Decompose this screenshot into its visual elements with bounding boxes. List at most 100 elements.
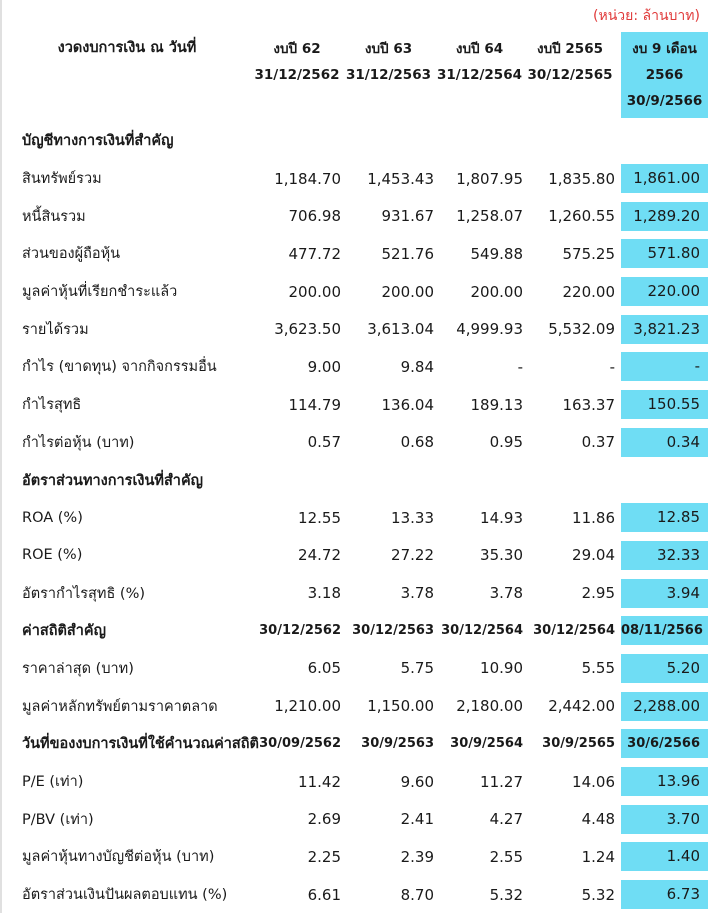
header-highlight-box: งบ 9 เดือน 2566 30/9/2566 xyxy=(621,32,708,118)
value-cell: 0.68 xyxy=(400,433,434,452)
highlight-value: 13.96 xyxy=(621,767,708,797)
value-cell: 4.27 xyxy=(489,810,523,829)
value-cell: 200.00 xyxy=(381,282,435,301)
value-cell: 30/09/2562 xyxy=(259,736,341,752)
value-cell: 4,999.93 xyxy=(456,320,523,339)
value-cell: 3.18 xyxy=(307,584,341,603)
header-col: งบปี 64 31/12/2564 xyxy=(435,26,524,122)
financial-table-body: บัญชีทางการเงินที่สำคัญ สินทรัพย์รวม 1,184… xyxy=(2,122,708,913)
table-row: อัตราส่วนเงินปันผลตอบแทน (%) 6.61 8.70 5.32… xyxy=(2,876,708,913)
value-cell: 0.95 xyxy=(489,433,523,452)
value-cell: 11.42 xyxy=(298,772,341,791)
table-row: ราคาล่าสุด (บาท) 6.05 5.75 10.90 5.55 5.20 xyxy=(2,650,708,688)
value-cell: 14.93 xyxy=(480,508,523,527)
value-cell: 200.00 xyxy=(288,282,342,301)
value-cell: 27.22 xyxy=(391,546,434,565)
value-cell: 5.75 xyxy=(400,659,434,678)
table-row: กำไร (ขาดทุน) จากกิจกรรมอื่น 9.00 9.84- - - xyxy=(2,348,708,386)
row-label: ค่าสถิติสำคัญ xyxy=(22,623,106,640)
header-line: 30/12/2565 xyxy=(527,67,613,83)
table-row: มูลค่าหุ้นทางบัญชีต่อหุ้น (บาท) 2.25 2.39 2… xyxy=(2,838,708,876)
value-cell: - xyxy=(517,357,523,376)
highlight-value: 220.00 xyxy=(621,277,708,307)
highlight-value: 30/6/2566 xyxy=(621,729,708,759)
row-label: มูลค่าหลักทรัพย์ตามราคาตลาด xyxy=(22,698,218,715)
highlight-value-cell: 0.34 xyxy=(616,424,708,462)
highlight-value-cell: 3.94 xyxy=(616,574,708,612)
value-cell: 30/9/2565 xyxy=(542,736,615,752)
value-cell: 2,180.00 xyxy=(456,697,523,716)
value-cell: 575.25 xyxy=(562,244,616,263)
header-line: งบปี 62 xyxy=(273,41,321,57)
highlight-value-cell: 571.80 xyxy=(616,235,708,273)
highlight-value: 0.34 xyxy=(621,427,708,457)
header-line: 30/9/2566 xyxy=(626,93,703,109)
value-cell: 2.69 xyxy=(307,810,341,829)
value-cell: 1,807.95 xyxy=(456,169,523,188)
row-label: อัตราส่วนเงินปันผลตอบแทน (%) xyxy=(22,887,228,904)
highlight-value: 3.94 xyxy=(621,578,708,608)
value-cell: 10.90 xyxy=(480,659,523,678)
row-label: มูลค่าหุ้นทางบัญชีต่อหุ้น (บาท) xyxy=(22,849,215,866)
value-cell: 3,613.04 xyxy=(367,320,434,339)
highlight-value: 5.20 xyxy=(621,653,708,683)
value-cell: 2.95 xyxy=(581,584,615,603)
highlight-value: - xyxy=(621,352,708,382)
highlight-value: 08/11/2566 xyxy=(621,616,708,646)
value-cell: 477.72 xyxy=(288,244,342,263)
table-row: P/E (เท่า) 11.42 9.60 11.27 14.06 13.96 xyxy=(2,763,708,801)
value-cell: 9.00 xyxy=(307,357,341,376)
value-cell: 11.86 xyxy=(572,508,615,527)
highlight-value: 571.80 xyxy=(621,239,708,269)
row-label: ราคาล่าสุด (บาท) xyxy=(22,660,134,677)
highlight-value-cell: 220.00 xyxy=(616,273,708,311)
section-row: บัญชีทางการเงินที่สำคัญ xyxy=(2,122,708,160)
unit-label: (หน่วย: ล้านบาท) xyxy=(593,8,700,24)
table-row: อัตรากำไรสุทธิ (%) 3.18 3.78 3.78 2.95 3.94 xyxy=(2,574,708,612)
value-cell: 3.78 xyxy=(400,584,434,603)
section-row: อัตราส่วนทางการเงินที่สำคัญ xyxy=(2,461,708,499)
value-cell: 9.84 xyxy=(400,357,434,376)
table-row: หนี้สินรวม 706.98 931.67 1,258.07 1,260.55 1,… xyxy=(2,197,708,235)
highlight-value-cell: 2,288.00 xyxy=(616,687,708,725)
highlight-value: 6.73 xyxy=(621,880,708,910)
row-label: กำไรต่อหุ้น (บาท) xyxy=(22,434,135,451)
value-cell: 189.13 xyxy=(470,395,524,414)
row-label: กำไร (ขาดทุน) จากกิจกรรมอื่น xyxy=(22,359,217,376)
highlight-value-cell: - xyxy=(616,348,708,386)
highlight-value-cell: 5.20 xyxy=(616,650,708,688)
value-cell: 30/12/2562 xyxy=(259,623,341,639)
section-title: อัตราส่วนทางการเงินที่สำคัญ xyxy=(22,472,204,489)
value-cell: 706.98 xyxy=(288,207,342,226)
value-cell: 30/12/2564 xyxy=(441,623,523,639)
value-cell: 549.88 xyxy=(470,244,524,263)
header-line: 2566 xyxy=(645,67,684,83)
value-cell: 14.06 xyxy=(572,772,615,791)
row-label: รายได้รวม xyxy=(22,321,89,338)
value-cell: 5,532.09 xyxy=(548,320,615,339)
header-line: งบปี 64 xyxy=(455,41,504,57)
highlight-value-cell: 3,821.23 xyxy=(616,310,708,348)
value-cell: 5.32 xyxy=(489,885,523,904)
highlight-value: 1.40 xyxy=(621,842,708,872)
value-cell: 136.04 xyxy=(381,395,435,414)
table-row: วันที่ของงบการเงินที่ใช้คำนวณค่าสถิติ 30/… xyxy=(2,725,708,763)
value-cell: 1.24 xyxy=(581,847,615,866)
value-cell: 163.37 xyxy=(562,395,616,414)
row-label: กำไรสุทธิ xyxy=(22,397,82,414)
value-cell: 0.57 xyxy=(307,433,341,452)
value-cell: 5.55 xyxy=(581,659,615,678)
value-cell: 24.72 xyxy=(298,546,341,565)
row-label: วันที่ของงบการเงินที่ใช้คำนวณค่าสถิติ xyxy=(22,736,259,753)
value-cell: 200.00 xyxy=(470,282,524,301)
highlight-value: 2,288.00 xyxy=(621,691,708,721)
value-cell: 2.41 xyxy=(400,810,434,829)
table-row: รายได้รวม 3,623.50 3,613.04 4,999.93 5,532.0… xyxy=(2,310,708,348)
header-line: 31/12/2563 xyxy=(345,67,431,83)
value-cell: 0.37 xyxy=(581,433,615,452)
header-line: 31/12/2564 xyxy=(436,67,522,83)
header-period-label: งวดงบการเงิน ณ วันที่ xyxy=(57,40,197,56)
header-col: งบปี 63 31/12/2563 xyxy=(342,26,435,122)
header-col: งบปี 62 31/12/2562 xyxy=(252,26,342,122)
table-row: P/BV (เท่า) 2.69 2.41 4.27 4.48 3.70 xyxy=(2,800,708,838)
